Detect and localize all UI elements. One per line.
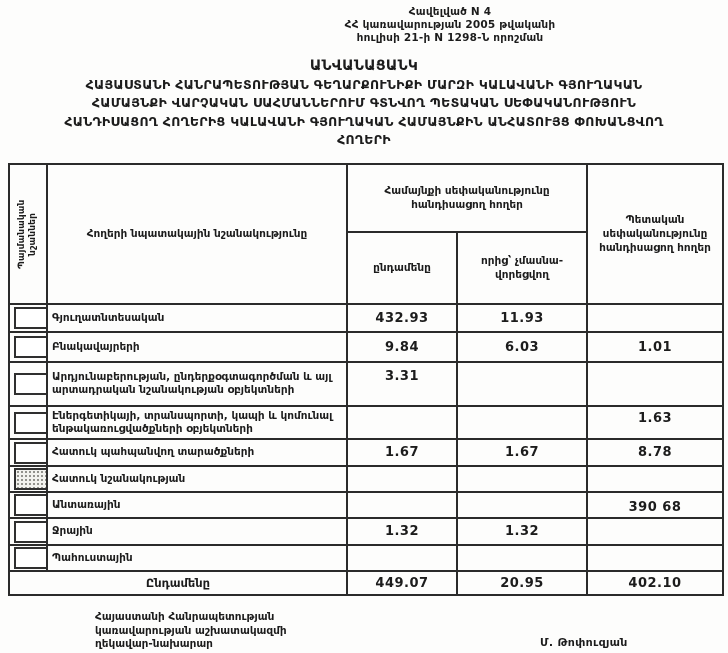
table-total-row: Ընդամենը 449.07 20.95 402.10 <box>8 570 725 596</box>
symbol-cell <box>8 544 48 572</box>
state-value: 1.63 <box>586 405 725 440</box>
community-nonprivatized-value <box>455 544 589 572</box>
table-row: Հատուկ նշանակության <box>8 465 725 493</box>
legend-box-icon <box>14 547 45 569</box>
row-label: Հատուկ պահպանվող տարածքների <box>46 438 348 467</box>
row-label: Բնակավայրերի <box>46 331 348 363</box>
state-value <box>586 361 725 407</box>
symbol-cell <box>8 517 48 546</box>
state-value: 1.01 <box>586 331 725 363</box>
total-community-nonprivatized-value: 20.95 <box>455 570 589 596</box>
row-label: Հատուկ նշանակության <box>46 465 348 493</box>
header-community-nonprivatized: որից՝ չմասնա- վորեցվող <box>455 231 589 305</box>
community-nonprivatized-value <box>455 405 589 440</box>
header-purpose: Հողերի նպատակային նշանակությունը <box>46 163 348 305</box>
community-total-value: 9.84 <box>346 331 458 363</box>
table-row: Ջրային 1.32 1.32 <box>8 517 725 546</box>
community-nonprivatized-value: 1.32 <box>455 517 589 546</box>
symbol-cell <box>8 491 48 519</box>
legend-box-icon <box>14 373 45 395</box>
signatory-title-block: Հայաստանի Հանրապետության կառավարության ա… <box>95 611 395 652</box>
community-total-value: 1.67 <box>346 438 458 467</box>
symbol-cell <box>8 331 48 363</box>
community-total-value <box>346 491 458 519</box>
community-total-value: 3.31 <box>346 361 458 407</box>
legend-box-icon <box>14 307 45 329</box>
row-label: Էներգետիկայի, տրանսպորտի, կապի և կոմունա… <box>46 405 348 440</box>
state-value: 390 68 <box>586 491 725 519</box>
appendix-line-3: հուլիսի 21-ի N 1298-Ն որոշման <box>356 32 544 44</box>
header-community-group: Համայնքի սեփականությունը հանդիսացող հողե… <box>345 162 589 234</box>
legend-box-icon <box>14 441 45 464</box>
legend-box-icon <box>14 411 45 434</box>
signatory-line-1: Հայաստանի Հանրապետության <box>95 611 275 623</box>
state-value <box>586 465 725 493</box>
header-symbols-label: Պայմանական նշաններ <box>17 199 38 269</box>
state-value <box>586 544 725 572</box>
symbol-cell <box>8 361 48 407</box>
table-row: Անտառային 390 68 <box>8 491 725 519</box>
community-total-value <box>346 544 458 572</box>
table-row: Գյուղատնտեսական 432.93 11.93 <box>8 303 725 333</box>
community-nonprivatized-value: 1.67 <box>455 438 589 467</box>
signatory-line-2: կառավարության աշխատակազմի <box>95 624 287 637</box>
appendix-line-1: Հավելված N 4 <box>408 6 492 18</box>
table-row: Պահուստային <box>8 544 725 572</box>
header-community-total: ընդամենը <box>346 231 458 305</box>
community-nonprivatized-value: 11.93 <box>455 303 589 333</box>
legend-box-icon <box>14 336 45 358</box>
symbol-cell <box>8 405 48 440</box>
community-total-value: 432.93 <box>346 303 458 333</box>
row-label: Գյուղատնտեսական <box>46 303 348 333</box>
state-value <box>586 517 725 546</box>
appendix-line-2: ՀՀ կառավարության 2005 թվականի <box>344 19 556 31</box>
title-line-4: ՀԱՆԴԻՍԱՑՈՂ ՀՈՂԵՐԻՑ ԿԱԼԱՎԱՆԻ ԳՅՈՒՂԱԿԱՆ ՀԱ… <box>64 113 664 129</box>
row-label: Պահուստային <box>46 544 348 572</box>
appendix-reference-block: Հավելված N 4 ՀՀ կառավարության 2005 թվակա… <box>270 6 630 45</box>
row-label: Արդյունաբերության, ընդերքօգտագործման և ա… <box>46 361 348 407</box>
community-nonprivatized-value: 6.03 <box>455 331 589 363</box>
row-label: Անտառային <box>46 491 348 519</box>
signatory-line-3: ղեկավար-նախարար <box>95 638 213 650</box>
state-value: 8.78 <box>586 438 725 467</box>
title-line-3: ՀԱՄԱՅՆՔԻ ՎԱՐՉԱԿԱՆ ՍԱՀՄԱՆՆԵՐՈՒՄ ԳՏՆՎՈՂ ՊԵ… <box>91 95 637 110</box>
title-line-5: ՀՈՂԵՐԻ <box>337 132 391 147</box>
state-value <box>586 303 725 333</box>
total-state-value: 402.10 <box>586 570 725 596</box>
symbol-cell <box>8 465 48 493</box>
community-total-value: 1.32 <box>346 517 458 546</box>
legend-box-stippled-icon <box>14 468 45 490</box>
title-line-1: ԱՆՎԱՆԱՑԱՆԿ <box>309 58 419 74</box>
community-nonprivatized-value <box>455 491 589 519</box>
signature-name: Մ. Թոփուզյան <box>540 636 628 649</box>
total-label: Ընդամենը <box>8 570 348 596</box>
table-row: Հատուկ պահպանվող տարածքների 1.67 1.67 8.… <box>8 438 725 467</box>
legend-box-icon <box>14 520 45 543</box>
row-label: Ջրային <box>46 517 348 546</box>
symbol-cell <box>8 303 48 333</box>
document-title: ԱՆՎԱՆԱՑԱՆԿ ՀԱՅԱՍՏԱՆԻ ՀԱՆՐԱՊԵՏՈՒԹՅԱՆ ԳԵՂԱ… <box>0 57 728 150</box>
table-row: Արդյունաբերության, ընդերքօգտագործման և ա… <box>8 361 725 407</box>
table-row: Բնակավայրերի 9.84 6.03 1.01 <box>8 331 725 363</box>
community-nonprivatized-value <box>455 465 589 493</box>
header-state: Պետական սեփականությունը հանդիսացող հողեր <box>586 163 725 305</box>
header-symbols: Պայմանական նշաններ <box>8 163 48 305</box>
table-row: Էներգետիկայի, տրանսպորտի, կապի և կոմունա… <box>8 405 725 440</box>
title-line-2: ՀԱՅԱՍՏԱՆԻ ՀԱՆՐԱՊԵՏՈՒԹՅԱՆ ԳԵՂԱՐՔՈՒՆԻՔԻ ՄԱ… <box>85 76 643 92</box>
community-total-value <box>346 405 458 440</box>
community-total-value <box>346 465 458 493</box>
legend-box-icon <box>14 494 45 516</box>
symbol-cell <box>8 438 48 467</box>
community-nonprivatized-value <box>455 361 589 407</box>
total-community-value: 449.07 <box>346 570 458 596</box>
land-table: Պայմանական նշաններ Հողերի նպատակային նշա… <box>8 162 725 596</box>
